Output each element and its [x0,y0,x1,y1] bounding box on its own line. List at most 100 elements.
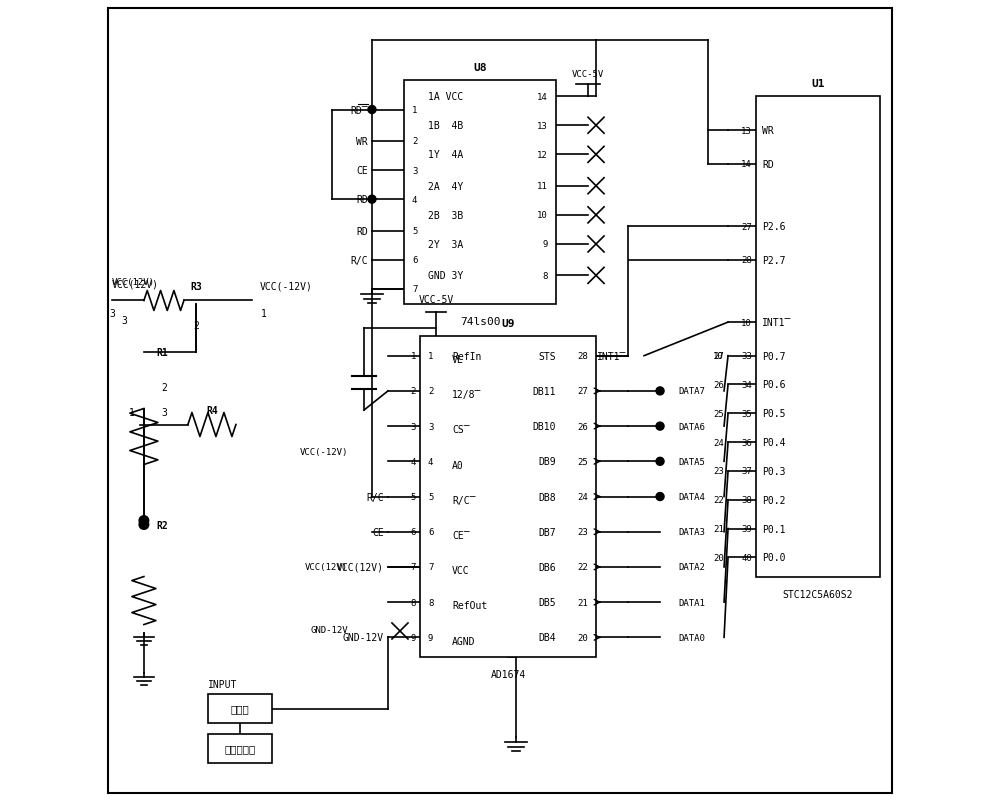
Text: GND 3Y: GND 3Y [428,271,463,281]
Text: 3: 3 [121,315,127,326]
Text: VCC(-12V): VCC(-12V) [260,282,313,291]
Text: DATA3: DATA3 [679,528,705,537]
Text: 28: 28 [577,352,588,361]
Text: 1: 1 [129,407,135,417]
Text: 23: 23 [577,528,588,537]
Text: 2A  4Y: 2A 4Y [428,181,463,192]
Text: DB6: DB6 [538,562,556,573]
Text: RD: RD [762,160,774,169]
Text: 2: 2 [161,383,167,393]
Text: STC12C5A60S2: STC12C5A60S2 [783,589,853,599]
Text: 25: 25 [713,409,724,419]
Text: DB9: DB9 [538,457,556,467]
Circle shape [139,520,149,529]
Text: DATA7: DATA7 [679,387,705,396]
Text: P0.6: P0.6 [762,380,786,390]
Text: 27: 27 [713,352,724,361]
Bar [208,735,272,763]
Text: 2: 2 [428,387,433,396]
Text: R/C̅: R/C̅ [452,495,475,505]
Text: 39: 39 [741,525,752,533]
Text: 信号放大器: 信号放大器 [224,743,256,754]
Text: 2: 2 [193,321,199,331]
Text: A0: A0 [452,460,464,470]
Text: P0.0: P0.0 [762,553,786,563]
Text: 6: 6 [412,256,417,265]
Text: 1Y  4A: 1Y 4A [428,150,463,160]
Circle shape [656,493,664,501]
Text: R3: R3 [190,282,202,291]
Text: 9: 9 [428,633,433,642]
Text: CE: CE [372,527,384,537]
Text: DB8: DB8 [538,492,556,502]
Text: 8: 8 [543,272,548,281]
Text: VL: VL [452,354,464,364]
Circle shape [368,196,376,204]
Text: 6: 6 [411,528,416,537]
Text: 34: 34 [741,380,752,390]
Text: WR: WR [356,136,368,147]
Text: VCC(12V): VCC(12V) [112,277,155,286]
Text: P0.5: P0.5 [762,409,786,419]
Text: DB5: DB5 [538,597,556,607]
Text: P2.6: P2.6 [762,222,786,232]
Text: 8: 8 [428,598,433,607]
Text: 3: 3 [161,407,167,417]
Text: P2.7: P2.7 [762,255,786,265]
Text: 5: 5 [411,492,416,501]
Text: P0.3: P0.3 [762,466,786,476]
Text: VCC(12V): VCC(12V) [112,279,159,289]
Text: DB11: DB11 [533,387,556,396]
Text: U1: U1 [811,79,825,89]
Text: 3: 3 [412,166,417,176]
Text: VCC-5V: VCC-5V [572,70,604,79]
Text: P0.1: P0.1 [762,524,786,534]
Text: INPUT: INPUT [208,678,237,689]
Text: R/C: R/C [366,492,384,502]
Circle shape [656,423,664,431]
Circle shape [368,107,376,115]
Text: GND-12V: GND-12V [343,633,384,642]
Text: 滤波器: 滤波器 [231,703,249,714]
Text: 4: 4 [428,457,433,466]
Text: U8: U8 [473,63,487,73]
Text: 2Y  3A: 2Y 3A [428,240,463,249]
Text: DATA5: DATA5 [679,457,705,466]
Text: 1B  4B: 1B 4B [428,121,463,131]
Text: 20: 20 [713,553,724,562]
Text: 40: 40 [741,553,752,562]
Text: 26: 26 [713,380,724,390]
Text: 3: 3 [411,422,416,431]
Text: 27: 27 [577,387,588,396]
Text: RefOut: RefOut [452,601,487,610]
Bar [420,337,596,657]
Text: 1: 1 [261,309,267,319]
Text: 22: 22 [713,496,724,504]
Bar [756,97,880,577]
Text: 26: 26 [577,422,588,431]
Text: 27: 27 [741,222,752,231]
Text: AGND: AGND [452,636,475,646]
Text: RD̅: RD̅ [350,105,368,115]
Text: RD: RD [356,195,368,205]
Text: 10: 10 [741,318,752,327]
Text: 8: 8 [411,598,416,607]
Text: RefIn: RefIn [452,351,481,361]
Text: 24: 24 [713,438,724,447]
Text: 4: 4 [412,196,417,205]
Text: 14: 14 [537,92,548,102]
Text: 1: 1 [428,352,433,361]
Text: VCC: VCC [452,565,470,575]
Text: R1: R1 [156,348,168,358]
Text: DATA1: DATA1 [679,598,705,607]
Text: 11: 11 [537,182,548,191]
Text: 5: 5 [412,227,417,236]
Text: DB10: DB10 [533,422,556,431]
Text: 6: 6 [428,528,433,537]
Circle shape [139,516,149,525]
Text: U9: U9 [501,319,515,329]
Text: 7: 7 [428,563,433,572]
Text: RD: RD [356,226,368,237]
Text: 20: 20 [577,633,588,642]
Circle shape [656,458,664,466]
